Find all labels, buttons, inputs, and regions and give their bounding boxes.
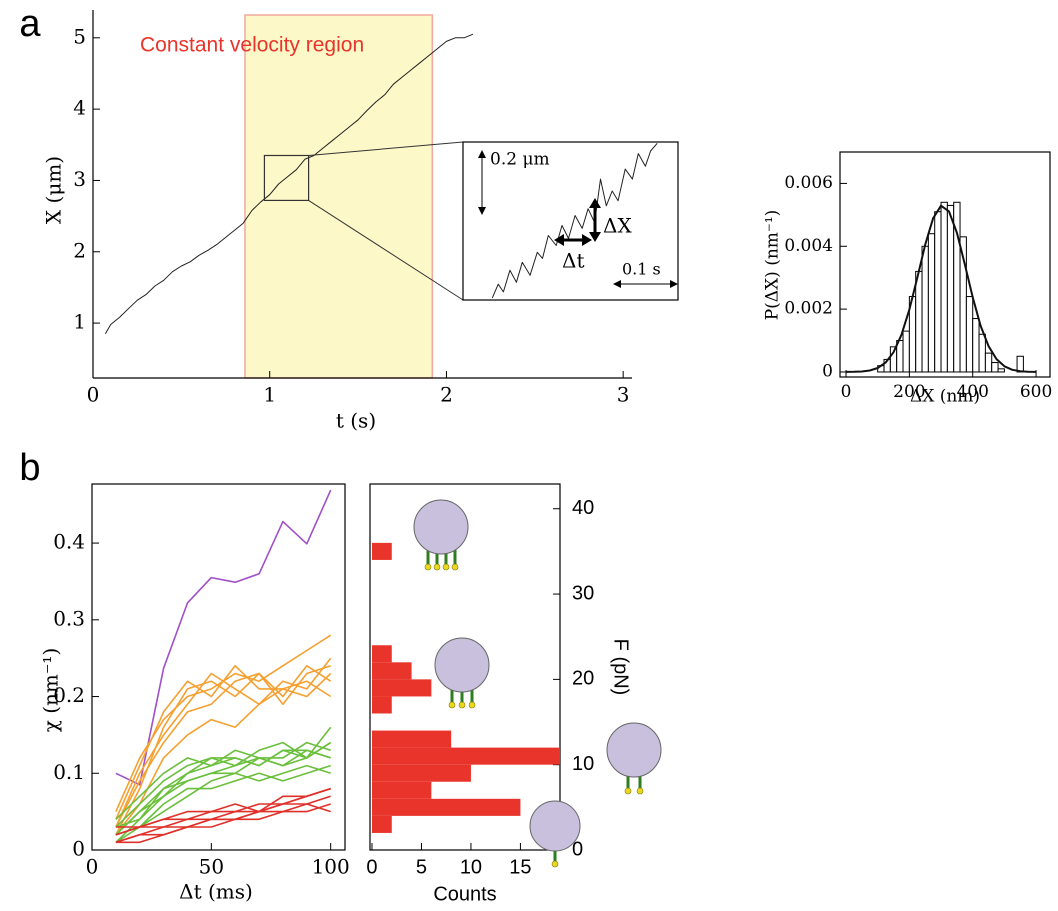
- y-tick-label: 0.002: [784, 299, 833, 319]
- y-tick-label: 1: [73, 310, 86, 334]
- histogram-bar: [935, 212, 941, 372]
- y-axis-label: P(ΔX) (nm⁻¹): [763, 210, 783, 321]
- histogram-bar: [903, 331, 909, 372]
- y-tick-label: 10: [572, 753, 594, 775]
- scale-label: 0.2 μm: [490, 150, 550, 170]
- x-axis-label: Δt (ms): [179, 880, 253, 904]
- y-axis-label: χ (nm⁻¹): [39, 648, 63, 733]
- background-layer: [245, 15, 432, 378]
- highlight-region: [245, 15, 432, 378]
- region-annotation: Constant velocity region: [140, 34, 364, 57]
- x-axis-label: Counts: [433, 883, 496, 905]
- y-tick-label: 3: [73, 167, 86, 191]
- histogram-bar: [372, 645, 392, 662]
- y-axis-label: X (μm): [42, 156, 66, 224]
- x-tick-label: 10: [460, 856, 482, 878]
- scale-label: 0.1 s: [622, 260, 661, 279]
- histogram-bar: [947, 205, 953, 372]
- y-tick-label: 30: [572, 582, 594, 604]
- histogram-bar: [372, 748, 560, 765]
- histogram-bar: [916, 271, 922, 372]
- y-tick-label: 20: [572, 668, 594, 690]
- histogram-bar: [372, 816, 392, 833]
- y-tick-label: 5: [73, 24, 86, 48]
- histogram-bar: [372, 731, 451, 748]
- histogram-bar: [372, 679, 431, 696]
- delta-t-label: Δt: [562, 249, 584, 273]
- x-tick-label: 3: [617, 383, 630, 407]
- histogram-bar: [985, 353, 991, 372]
- x-tick-label: 5: [416, 856, 427, 878]
- histogram-bar: [372, 799, 520, 816]
- panel-label: a: [19, 3, 41, 45]
- y-tick-label: 0: [822, 361, 833, 381]
- x-tick-label: 1: [263, 383, 276, 407]
- x-tick-label: 0: [87, 383, 100, 407]
- y-tick-label: 0: [72, 837, 85, 861]
- y-tick-label: 0.3: [53, 606, 85, 630]
- x-tick-label: 2: [440, 383, 453, 407]
- x-tick-label: 100: [312, 855, 350, 879]
- x-tick-label: 15: [509, 856, 531, 878]
- y-tick-label: 0.006: [784, 173, 833, 193]
- x-tick-label: 0: [366, 856, 377, 878]
- x-axis-label: t (s): [336, 409, 376, 433]
- histogram-bar: [979, 334, 985, 372]
- histogram-bar: [1017, 356, 1023, 372]
- histogram-bar: [998, 369, 1004, 372]
- histogram-bar: [372, 543, 392, 560]
- x-axis-label: ΔX (nm): [910, 387, 980, 407]
- delta-x-label: ΔX: [603, 214, 632, 238]
- y-tick-label: 4: [73, 96, 86, 120]
- y-axis-label: F (pN): [610, 639, 632, 696]
- histogram-bar: [966, 297, 972, 372]
- y-tick-label: 0.1: [53, 760, 85, 784]
- particle-icon: [607, 723, 661, 794]
- y-tick-label: 2: [73, 238, 86, 262]
- y-tick-label: 40: [572, 497, 594, 519]
- data-line: [116, 490, 331, 785]
- histogram-bar: [372, 765, 471, 782]
- histogram-bar: [928, 234, 934, 372]
- particle-icon: [414, 500, 468, 570]
- particle-icon: [435, 638, 489, 708]
- page: {"chart_data": [ {"type": "line", "panel…: [0, 0, 1058, 911]
- histogram-bar: [973, 319, 979, 372]
- panel-label: b: [19, 447, 40, 489]
- x-tick-label: 50: [199, 855, 224, 879]
- y-tick-label: 0.4: [53, 530, 85, 554]
- x-tick-label: 0: [841, 382, 852, 402]
- histogram-bar: [372, 696, 392, 713]
- x-tick-label: 0: [86, 855, 99, 879]
- figure: 012312345020040060000.0020.0040.00605010…: [0, 0, 1058, 911]
- histogram-bar: [992, 363, 998, 372]
- y-tick-label: 0.004: [784, 236, 833, 256]
- x-tick-label: 600: [1020, 382, 1052, 402]
- histogram-bar: [372, 662, 412, 679]
- histogram-bar: [941, 202, 947, 372]
- histogram-bar: [922, 246, 928, 372]
- histogram-bar: [372, 782, 431, 799]
